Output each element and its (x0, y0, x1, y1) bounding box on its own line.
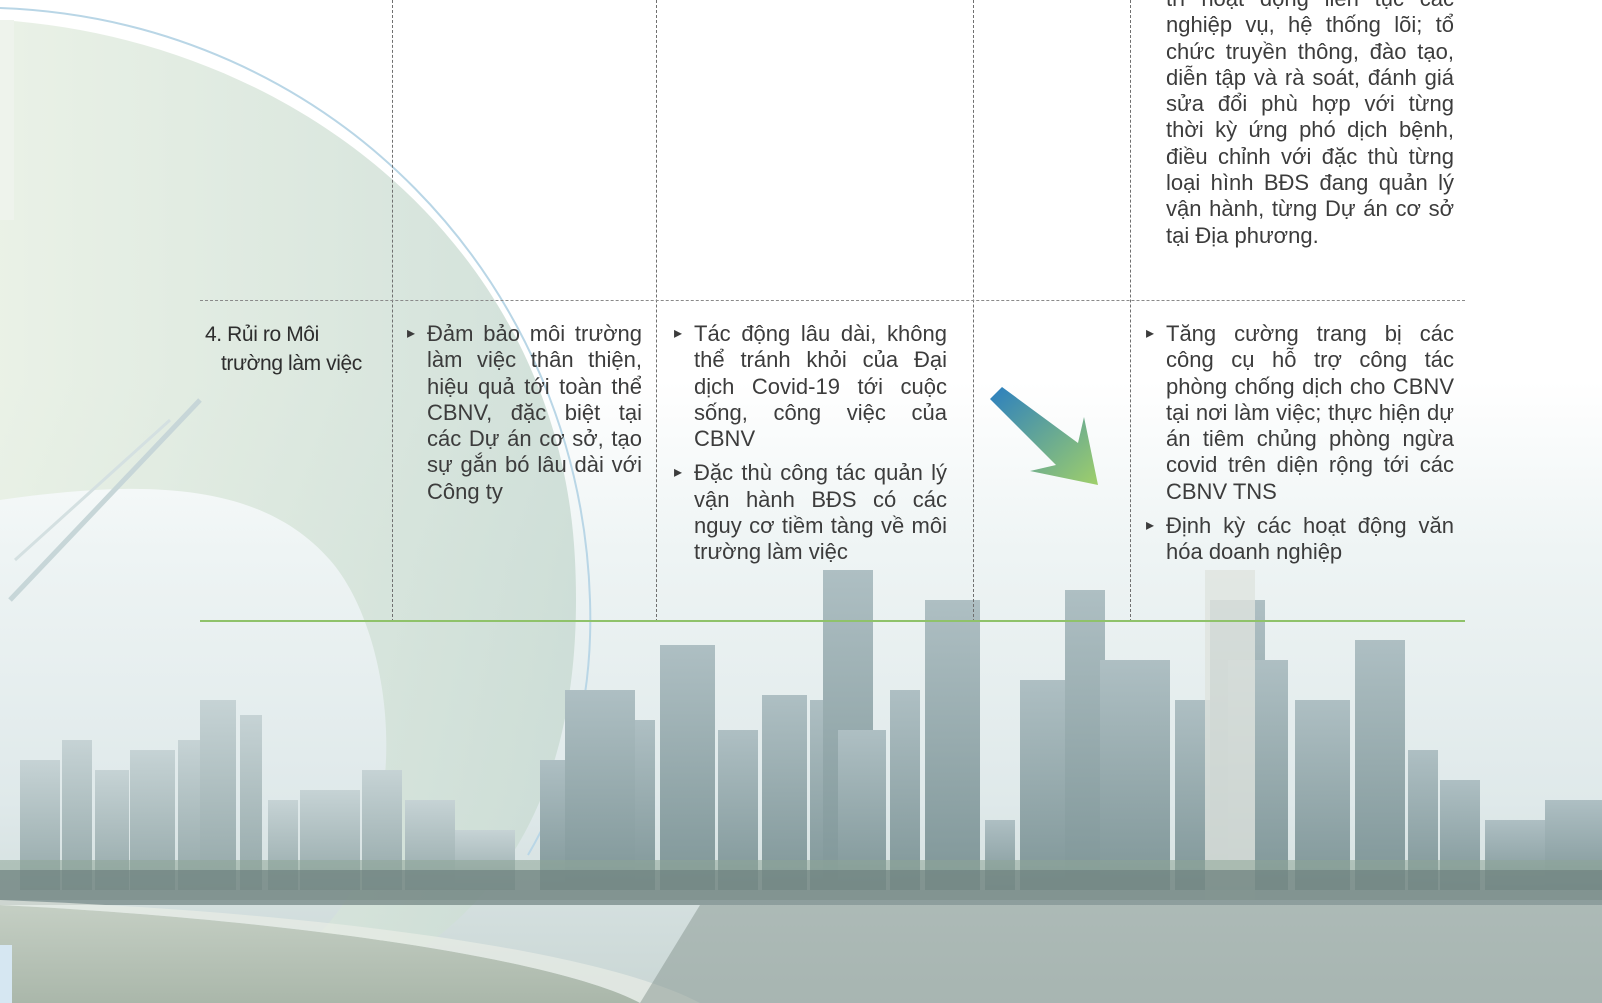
risk-title-line-1: 4. Rủi ro Môi (205, 323, 319, 346)
objective-cell: Đảm bảo môi trường làm việc thân thiện, … (407, 321, 642, 513)
measures-item: Định kỳ các hoạt động văn hóa doanh nghi… (1146, 513, 1454, 566)
left-decorative-stripe (0, 0, 16, 1003)
table-bottom-rule (200, 620, 1465, 622)
column-divider-4 (1130, 0, 1131, 622)
impact-item: Đặc thù công tác quản lý vận hành BĐS có… (674, 460, 947, 565)
impact-item: Tác động lâu dài, không thể tránh khỏi c… (674, 321, 947, 452)
objective-item: Đảm bảo môi trường làm việc thân thiện, … (407, 321, 642, 505)
risk-title: 4. Rủi ro Môi trường làm việc (205, 320, 385, 378)
measures-cell: Tăng cường trang bị các công cụ hỗ trợ c… (1146, 321, 1454, 574)
column-divider-2 (656, 0, 657, 622)
top-measures-cell: trì hoạt động liên tục các nghiệp vụ, hệ… (1166, 0, 1454, 249)
top-measures-text: trì hoạt động liên tục các nghiệp vụ, hệ… (1166, 0, 1454, 248)
measures-item: Tăng cường trang bị các công cụ hỗ trợ c… (1146, 321, 1454, 505)
column-divider-3 (973, 0, 974, 622)
impact-cell: Tác động lâu dài, không thể tránh khỏi c… (674, 321, 947, 574)
column-divider-1 (392, 0, 393, 622)
diagonal-down-right-arrow-icon (990, 387, 1098, 485)
row-divider (200, 300, 1465, 301)
risk-title-line-2: trường làm việc (221, 352, 362, 375)
